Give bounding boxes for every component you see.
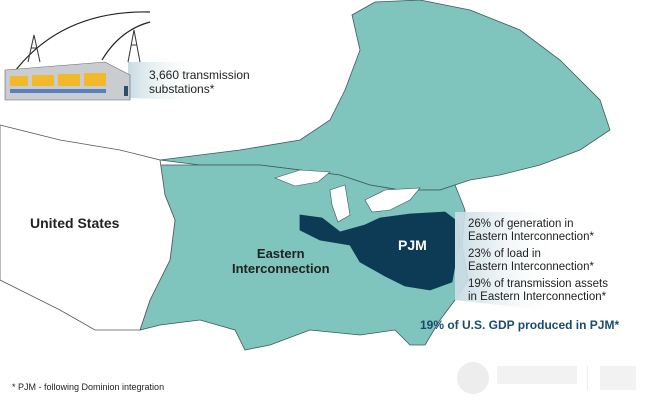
western-us-region [0, 124, 176, 331]
ei-line1: Eastern [256, 246, 305, 261]
substation-label: 3,660 transmission substations* [149, 68, 250, 96]
stat-line: 19% of transmission assets [468, 278, 608, 290]
stat-line: 26% of generation in [468, 218, 574, 230]
substation-line1: 3,660 transmission [149, 68, 250, 82]
stats-callout [455, 212, 560, 312]
pjm-label: PJM [398, 237, 427, 253]
substation-building-icon [4, 11, 151, 101]
substation-callout [128, 62, 200, 100]
stat-line: in Eastern Interconnection* [468, 291, 607, 303]
stat-line: Eastern Interconnection* [468, 231, 594, 243]
eastern-interconnection-label: Eastern Interconnection [232, 246, 330, 276]
footnote: * PJM - following Dominion integration [12, 382, 165, 392]
stat-line: 23% of load in [468, 248, 541, 260]
united-states-label: United States [30, 215, 120, 231]
lake-michigan [329, 184, 351, 223]
stats-list: 26% of generation in Eastern Interconnect… [468, 218, 608, 308]
stat-item: 23% of load in Eastern Interconnection* [468, 248, 608, 274]
stat-item: 19% of transmission assets in Eastern Int… [468, 278, 608, 304]
gdp-statement: 19% of U.S. GDP produced in PJM* [420, 318, 620, 332]
substation-line2: substations* [149, 82, 215, 96]
stat-line: Eastern Interconnection* [468, 261, 594, 273]
stat-item: 26% of generation in Eastern Interconnect… [468, 218, 608, 244]
great-lakes [274, 169, 331, 187]
lake-erie-ontario [364, 187, 421, 213]
watermark-logo-icon [457, 362, 636, 394]
ei-line2: Interconnection [232, 261, 330, 276]
